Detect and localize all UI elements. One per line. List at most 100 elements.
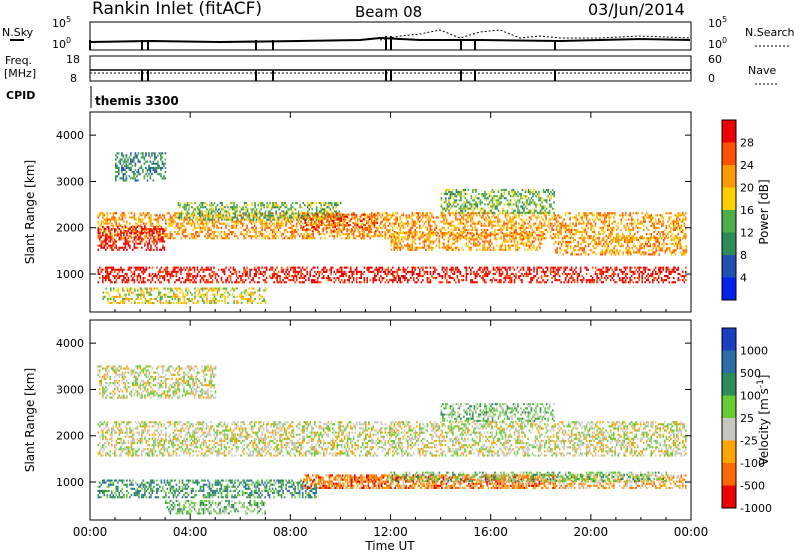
scatter-cell [335,213,338,216]
scatter-cell [441,242,444,245]
scatter-cell [443,212,445,215]
scatter-cell [286,216,289,219]
scatter-cell [156,240,158,243]
scatter-cell [525,275,528,278]
scatter-cell [620,214,622,217]
scatter-cell [600,268,603,271]
scatter-cell [429,220,432,223]
scatter-cell [596,212,598,215]
scatter-cell [374,235,376,238]
scatter-cell [543,214,546,217]
scatter-cell [106,270,109,273]
scatter-cell [97,248,100,251]
scatter-cell [405,231,408,234]
scatter-cell [313,228,315,231]
scatter-cell [519,226,522,229]
scatter-cell [393,234,396,237]
date-title: 03/Jun/2014 [588,0,685,19]
scatter-cell [495,270,498,273]
scatter-cell [432,234,435,237]
scatter-cell [99,238,101,241]
scatter-cell [486,218,489,221]
scatter-cell [485,218,487,221]
scatter-cell [99,232,101,235]
scatter-cell [99,214,101,217]
scatter-cell [537,277,540,280]
scatter-cell [308,217,311,220]
scatter-cell [142,222,145,225]
scatter-cell [183,220,185,223]
scatter-cell [311,212,313,215]
scatter-cell [489,222,492,225]
scatter-cell [174,266,176,269]
scatter-cell [485,220,487,223]
scatter-cell [301,228,304,231]
scatter-cell [531,214,534,217]
scatter-cell [671,281,674,284]
scatter-cell [325,228,327,231]
scatter-cell [402,231,405,234]
scatter-cell [357,235,359,238]
scatter-cell [363,228,365,231]
scatter-cell [462,231,465,234]
scatter-cell [443,214,445,217]
scatter-cell [650,237,652,240]
scatter-cell [214,212,217,215]
scatter-cell [540,224,543,227]
scatter-cell [368,220,370,223]
scatter-cell [313,222,316,225]
scatter-cell [102,246,104,249]
scatter-cell [516,232,519,235]
scatter-cell [154,272,157,275]
scatter-cell [398,246,400,249]
scatter-cell [651,222,654,225]
scatter-cell [500,272,502,275]
scatter-cell [114,240,116,243]
scatter-cell [612,228,615,231]
scatter-cell [201,212,204,215]
scatter-cell [498,275,501,278]
scatter-cell [398,266,400,269]
scatter-cell [277,228,280,231]
scatter-cell [220,237,223,240]
scatter-cell [664,279,666,282]
scatter-cell [180,212,183,215]
scatter-cell [214,235,217,238]
scatter-cell [384,270,387,273]
scatter-cell [329,215,332,218]
scatter-cell [130,275,133,278]
scatter-cell [588,222,591,225]
scatter-cell [325,270,328,273]
scatter-cell [310,237,313,240]
scatter-cell [366,268,369,271]
scatter-cell [575,216,577,219]
scatter-cell [359,215,362,218]
scatter-cell [313,214,316,217]
scatter-cell [491,233,493,236]
scatter-cell [483,237,486,240]
scatter-cell [662,235,665,238]
scatter-cell [310,222,312,225]
scatter-cell [172,220,175,223]
scatter-cell [227,210,229,213]
scatter-cell [611,231,613,234]
scatter-cell [396,268,399,271]
scatter-cell [294,212,297,215]
scatter-cell [623,224,625,227]
scatter-cell [482,279,484,282]
scatter-cell [500,246,502,249]
scatter-cell [444,222,447,225]
scatter-cell [411,246,414,249]
scatter-cell [217,220,220,223]
scatter-cell [506,218,508,221]
scatter-cell [456,270,459,273]
scatter-cell [459,218,462,221]
scatter-cell [667,266,669,269]
scatter-cell [375,214,378,217]
scatter-cell [145,268,148,271]
scatter-cell [219,210,222,213]
scatter-cell [114,281,116,284]
scatter-cell [331,219,333,222]
scatter-cell [677,214,680,217]
scatter-cell [567,279,570,282]
